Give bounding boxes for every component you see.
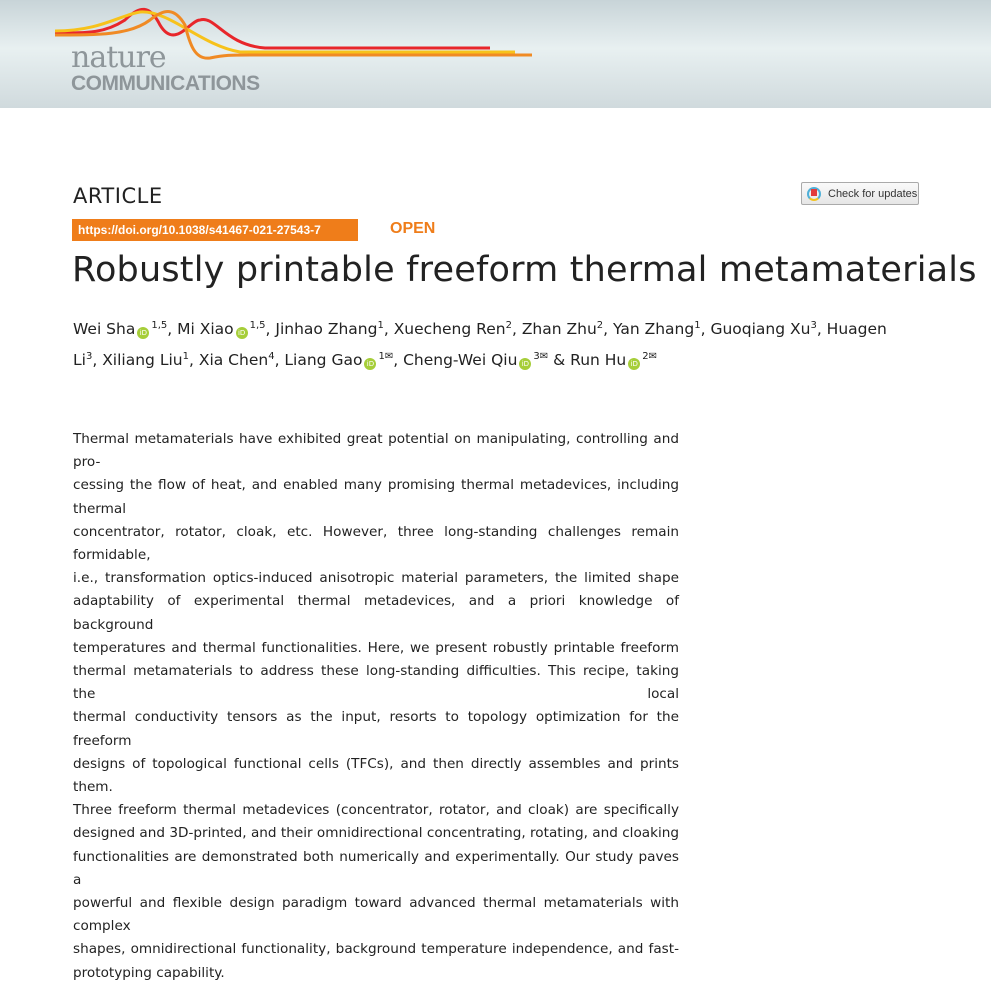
affiliation-sup: 3	[810, 320, 817, 331]
author[interactable]: Guoqiang Xu	[710, 320, 811, 339]
author-separator: ,	[511, 320, 522, 339]
affiliation-sup: 1	[378, 351, 385, 363]
check-for-updates-button[interactable]: Check for updates	[801, 182, 919, 205]
affiliation-sup: 3	[533, 351, 540, 363]
affiliation-sup: 1	[694, 320, 701, 331]
author[interactable]: Cheng-Wei Qiu	[403, 351, 518, 370]
article-title: Robustly printable freeform thermal meta…	[72, 250, 977, 290]
article-type-label: ARTICLE	[73, 184, 163, 208]
affiliation-sup: 1,5	[151, 320, 168, 331]
mail-icon[interactable]: ✉	[539, 351, 549, 363]
mail-icon[interactable]: ✉	[648, 351, 658, 363]
abstract-line: i.e., transformation optics-induced anis…	[73, 570, 679, 587]
orcid-icon[interactable]: iD	[628, 358, 641, 371]
abstract-line: designed and 3D-printed, and their omnid…	[73, 825, 679, 842]
doi-link[interactable]: https://doi.org/10.1038/s41467-021-27543…	[72, 219, 358, 241]
author-separator: ,	[188, 351, 199, 370]
author-separator: ,	[92, 351, 103, 370]
journal-logo-waves	[54, 7, 532, 60]
orcid-icon[interactable]: iD	[519, 358, 532, 371]
author-separator: ,	[393, 351, 404, 370]
mail-icon[interactable]: ✉	[384, 351, 394, 363]
author[interactable]: Liang Gao	[284, 351, 363, 370]
author[interactable]: Xia Chen	[198, 351, 269, 370]
check-for-updates-label: Check for updates	[828, 187, 918, 200]
logo-nature-text: nature	[71, 40, 167, 75]
abstract-line: powerful and flexible design paradigm to…	[73, 895, 679, 935]
orcid-icon[interactable]: iD	[235, 327, 248, 340]
author-separator: &	[548, 351, 571, 370]
abstract-line: temperatures and thermal functionalities…	[73, 639, 679, 656]
author[interactable]: Xiliang Liu	[102, 351, 183, 370]
orcid-icon[interactable]: iD	[137, 327, 150, 340]
affiliation-sup: 2	[596, 320, 604, 331]
affiliation-sup: 1	[182, 351, 189, 363]
abstract-line: Three freeform thermal metadevices (conc…	[73, 802, 679, 819]
orcid-icon[interactable]: iD	[364, 358, 377, 371]
abstract-line: designs of topological functional cells …	[73, 755, 679, 796]
affiliation-sup: 2	[505, 320, 512, 331]
abstract-line: adaptability of experimental thermal met…	[73, 593, 679, 633]
affiliation-sup: 1	[377, 320, 384, 331]
author-separator: ,	[383, 320, 394, 339]
author-separator: ,	[816, 320, 827, 339]
abstract-line: concentrator, rotator, cloak, etc. Howev…	[73, 523, 679, 564]
author[interactable]: Wei Sha	[73, 320, 136, 339]
affiliation-sup: 1,5	[249, 320, 266, 331]
author[interactable]: Mi Xiao	[177, 320, 234, 339]
abstract: Thermal metamaterials have exhibited gre…	[73, 428, 679, 985]
author[interactable]: Xuecheng Ren	[393, 320, 506, 339]
abstract-line: thermal metamaterials to address these l…	[73, 663, 679, 703]
abstract-line: prototyping capability.	[73, 964, 225, 981]
affiliation-sup: 4	[268, 351, 275, 363]
abstract-line: cessing the flow of heat, and enabled ma…	[73, 477, 679, 517]
affiliation-sup: 2	[642, 351, 649, 363]
author-separator: ,	[603, 320, 614, 339]
author-separator: ,	[167, 320, 178, 339]
crossmark-icon	[807, 186, 821, 201]
open-access-badge: OPEN	[390, 220, 436, 237]
author-separator: ,	[274, 351, 285, 370]
author-list: Wei Sha iD1,5, Mi Xiao iD1,5, Jinhao Zhang…	[73, 312, 933, 374]
author[interactable]: Huagen Li	[73, 320, 887, 370]
affiliation-sup: 3	[85, 351, 93, 363]
author[interactable]: Run Hu	[570, 351, 627, 370]
logo-communications-text: COMMUNICATIONS	[71, 72, 260, 95]
author-separator: ,	[700, 320, 711, 339]
author-separator: ,	[265, 320, 276, 339]
author[interactable]: Zhan Zhu	[521, 320, 597, 339]
journal-banner: nature COMMUNICATIONS	[0, 0, 991, 108]
abstract-line: thermal conductivity tensors as the inpu…	[73, 709, 679, 749]
abstract-line: Thermal metamaterials have exhibited gre…	[73, 431, 679, 471]
author[interactable]: Jinhao Zhang	[275, 320, 378, 339]
abstract-line: shapes, omnidirectional functionality, b…	[73, 941, 679, 958]
author[interactable]: Yan Zhang	[613, 320, 695, 339]
abstract-line: functionalities are demonstrated both nu…	[73, 848, 679, 888]
